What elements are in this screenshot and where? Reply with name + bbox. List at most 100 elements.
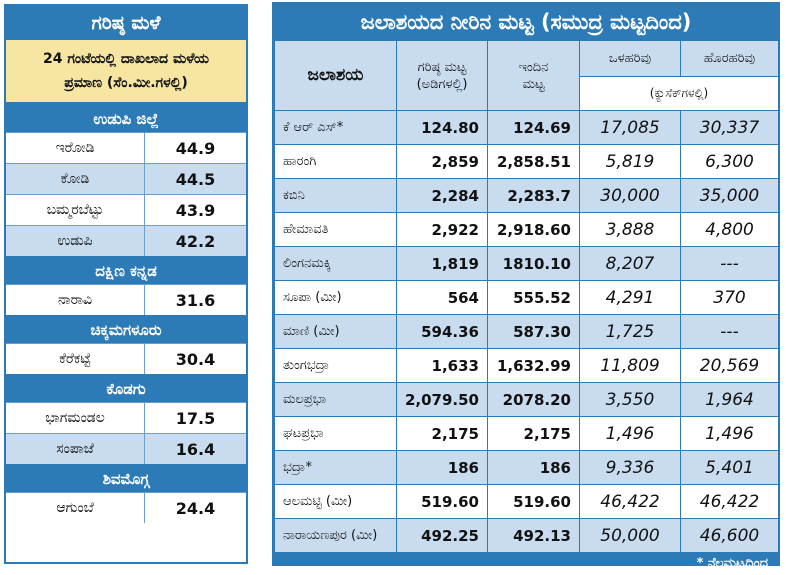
reservoir-rows: ಕೆ ಆರ್ ಎಸ್* 124.80 124.69 17,085 30,337 ಹಾರಂಗ… <box>274 110 779 553</box>
table-row: ಮಾಣಿ (ಮೀ) 594.36 587.30 1,725 --- <box>274 314 779 349</box>
inflow-value: 3,550 <box>579 382 681 417</box>
table-row: ನಾರಾಯಣಪುರ (ಮೀ) 492.25 492.13 50,000 46,600 <box>274 518 779 553</box>
rainfall-subtitle-line1: 24 ಗಂಟೆಯಲ್ಲಿ ದಾಖಲಾದ ಮಳೆಯ <box>43 51 209 67</box>
table-row: ತುಂಗಭದ್ರಾ 1,633 1,632.99 11,809 20,569 <box>274 348 779 383</box>
outflow-value: 46,600 <box>680 518 779 553</box>
header-today-level: ಇಂದಿನ ಮಟ್ಟ <box>487 40 580 111</box>
rainfall-value: 17.5 <box>175 408 216 428</box>
max-level-value: 1,633 <box>396 348 488 383</box>
header-reservoir: ಜಲಾಶಯ <box>274 40 397 111</box>
outflow-value: 370 <box>680 280 779 315</box>
today-level-value: 1,632.99 <box>487 348 580 383</box>
table-row: ಕಬಿನಿ 2,284 2,283.7 30,000 35,000 <box>274 178 779 213</box>
table-row: ಘಟಪ್ರಭಾ 2,175 2,175 1,496 1,496 <box>274 416 779 451</box>
today-level-value: 2078.20 <box>487 382 580 417</box>
place-name: ಸಂಪಾಜೆ <box>6 434 145 464</box>
district-header: ಕೊಡಗು <box>6 374 246 402</box>
reservoir-name: ಹೇಮಾವತಿ <box>274 212 397 247</box>
reservoir-name: ಕೆ ಆರ್ ಎಸ್* <box>274 110 397 145</box>
max-level-value: 564 <box>396 280 488 315</box>
rainfall-row: ನಾರಾವಿ 31.6 <box>6 284 246 315</box>
today-level-value: 186 <box>487 450 580 485</box>
inflow-value: 4,291 <box>579 280 681 315</box>
inflow-value: 11,809 <box>579 348 681 383</box>
rainfall-row: ಭಾಗಮಂಡಲ 17.5 <box>6 402 246 433</box>
district-header: ಉಡುಪಿ ಜಿಲ್ಲೆ <box>6 104 246 132</box>
max-level-value: 2,175 <box>396 416 488 451</box>
table-row: ಹಾರಂಗಿ 2,859 2,858.51 5,819 6,300 <box>274 144 779 179</box>
max-level-value: 2,859 <box>396 144 488 179</box>
max-level-value: 2,079.50 <box>396 382 488 417</box>
rainfall-row: ಕೋಡಿ 44.5 <box>6 163 246 194</box>
reservoir-name: ಲಿಂಗನಮಕ್ಕಿ <box>274 246 397 281</box>
inflow-value: 30,000 <box>579 178 681 213</box>
header-max-level: ಗರಿಷ್ಠ ಮಟ್ಟ (ಅಡಿಗಳಲ್ಲಿ) <box>396 40 488 111</box>
table-row: ಸೂಪಾ (ಮೀ) 564 555.52 4,291 370 <box>274 280 779 315</box>
rainfall-row: ಬಮ್ಮರಬೆಟ್ಟು 43.9 <box>6 194 246 225</box>
header-flow-units: (ಕ್ಯುಸೆಕ್‌ಗಳಲ್ಲಿ) <box>579 76 779 111</box>
reservoir-name: ನಾರಾಯಣಪುರ (ಮೀ) <box>274 518 397 553</box>
today-level-value: 555.52 <box>487 280 580 315</box>
inflow-value: 17,085 <box>579 110 681 145</box>
outflow-value: 35,000 <box>680 178 779 213</box>
outflow-value: 6,300 <box>680 144 779 179</box>
rainfall-row: ಉಡುಪಿ 42.2 <box>6 225 246 256</box>
reservoir-panel: ಜಲಾಶಯದ ನೀರಿನ ಮಟ್ಟ (ಸಮುದ್ರ ಮಟ್ಟದಿಂದ) ಜಲಾಶ… <box>272 2 780 571</box>
max-level-value: 124.80 <box>396 110 488 145</box>
rainfall-title: ಗರಿಷ್ಠ ಮಳೆ <box>6 6 246 40</box>
max-level-value: 1,819 <box>396 246 488 281</box>
place-name: ಆಗುಂಬೆ <box>6 493 145 523</box>
header-today-l2: ಮಟ್ಟ <box>522 76 545 92</box>
today-level-value: 1810.10 <box>487 246 580 281</box>
rainfall-value: 24.4 <box>175 498 216 518</box>
header-today-l1: ಇಂದಿನ <box>518 59 549 75</box>
today-level-value: 2,175 <box>487 416 580 451</box>
max-level-value: 594.36 <box>396 314 488 349</box>
header-max-level-l2: (ಅಡಿಗಳಲ್ಲಿ) <box>416 76 468 92</box>
outflow-value: --- <box>680 314 779 349</box>
table-row: ಭದ್ರಾ* 186 186 9,336 5,401 <box>274 450 779 485</box>
reservoir-name: ಮಲಪ್ರಭಾ <box>274 382 397 417</box>
rainfall-value: 42.2 <box>175 231 216 251</box>
today-level-value: 2,918.60 <box>487 212 580 247</box>
inflow-value: 50,000 <box>579 518 681 553</box>
today-level-value: 519.60 <box>487 484 580 519</box>
rainfall-list: ಉಡುಪಿ ಜಿಲ್ಲೆ ಇರೋಡಿ 44.9 ಕೋಡಿ 44.5 ಬಮ್ಮರಬೆಟ್ಟು… <box>6 104 246 523</box>
today-level-value: 492.13 <box>487 518 580 553</box>
max-level-value: 2,284 <box>396 178 488 213</box>
place-name: ಭಾಗಮಂಡಲ <box>6 403 145 433</box>
rainfall-value: 44.9 <box>175 138 216 158</box>
place-name: ಉಡುಪಿ <box>6 226 145 256</box>
outflow-value: 5,401 <box>680 450 779 485</box>
district-header: ದಕ್ಷಿಣ ಕನ್ನಡ <box>6 256 246 284</box>
table-row: ಮಲಪ್ರಭಾ 2,079.50 2078.20 3,550 1,964 <box>274 382 779 417</box>
header-inflow: ಒಳಹರಿವು <box>579 40 681 77</box>
reservoir-name: ಮಾಣಿ (ಮೀ) <box>274 314 397 349</box>
inflow-value: 8,207 <box>579 246 681 281</box>
reservoir-name: ಆಲಮಟ್ಟಿ (ಮೀ) <box>274 484 397 519</box>
inflow-value: 5,819 <box>579 144 681 179</box>
rainfall-subtitle-line2: ಪ್ರಮಾಣ (ಸೆಂ.ಮೀ.ಗಳಲ್ಲಿ) <box>64 75 188 91</box>
place-name: ಬಮ್ಮರಬೆಟ್ಟು <box>6 195 145 225</box>
today-level-value: 2,283.7 <box>487 178 580 213</box>
max-level-value: 519.60 <box>396 484 488 519</box>
inflow-value: 46,422 <box>579 484 681 519</box>
rainfall-row: ಇರೋಡಿ 44.9 <box>6 132 246 163</box>
outflow-value: --- <box>680 246 779 281</box>
rainfall-row: ಸಂಪಾಜೆ 16.4 <box>6 433 246 464</box>
inflow-value: 3,888 <box>579 212 681 247</box>
reservoir-title: ಜಲಾಶಯದ ನೀರಿನ ಮಟ್ಟ (ಸಮುದ್ರ ಮಟ್ಟದಿಂದ) <box>360 9 692 34</box>
reservoir-name: ಭದ್ರಾ* <box>274 450 397 485</box>
outflow-value: 46,422 <box>680 484 779 519</box>
rainfall-value: 44.5 <box>175 169 216 189</box>
rainfall-value: 30.4 <box>175 349 216 369</box>
max-level-value: 2,922 <box>396 212 488 247</box>
reservoir-table: ಜಲಾಶಯ ಗರಿಷ್ಠ ಮಟ್ಟ (ಅಡಿಗಳಲ್ಲಿ) ಇಂದಿನ ಮಟ್ಟ… <box>274 40 779 553</box>
district-header: ಶಿವಮೊಗ್ಗ <box>6 464 246 492</box>
outflow-value: 30,337 <box>680 110 779 145</box>
header-outflow: ಹೊರಹರಿವು <box>680 40 779 77</box>
outflow-value: 4,800 <box>680 212 779 247</box>
header-max-level-l1: ಗರಿಷ್ಠ ಮಟ್ಟ <box>417 59 467 75</box>
inflow-value: 1,496 <box>579 416 681 451</box>
place-name: ಕೆರೆಕಟ್ಟೆ <box>6 344 145 374</box>
